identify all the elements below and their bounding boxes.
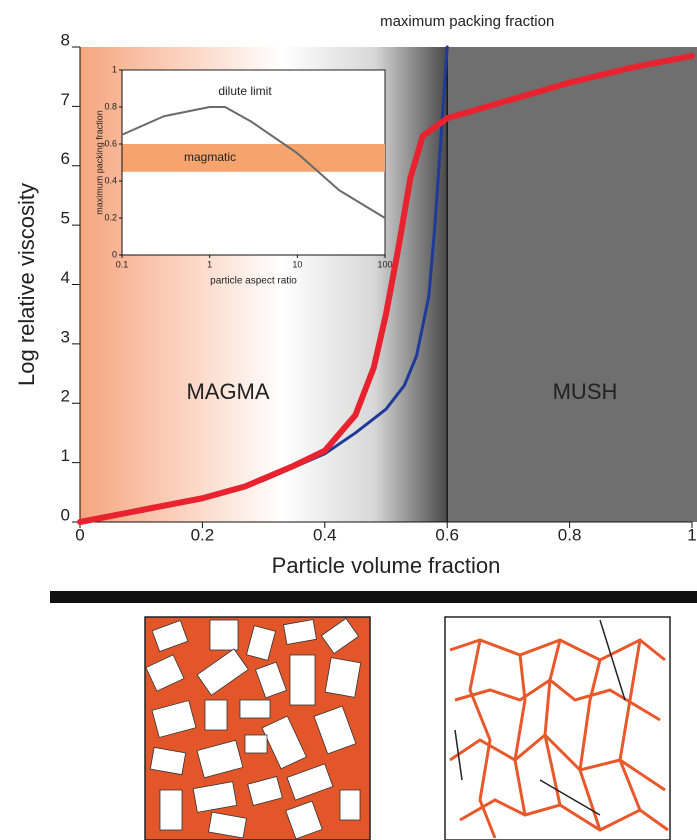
y-tick-label: 0.8: [104, 101, 117, 111]
x-tick-label: 0.4: [313, 525, 337, 544]
x-axis-label: Particle volume fraction: [272, 553, 501, 578]
x-tick-label: 0: [75, 525, 84, 544]
y-tick-label: 0: [61, 505, 70, 524]
y-tick-label: 6: [61, 149, 70, 168]
y-tick-label: 3: [61, 327, 70, 346]
band-label: magmatic: [184, 150, 236, 164]
y-tick-label: 0.2: [104, 212, 117, 222]
divider-bar: [50, 591, 697, 603]
y-tick-label: 2: [61, 387, 70, 406]
magma-sketch: [145, 617, 370, 840]
x-tick-label: 0.1: [116, 259, 129, 269]
y-tick-label: 8: [61, 30, 70, 49]
x-tick-label: 0.8: [558, 525, 582, 544]
y-tick-label: 5: [61, 209, 70, 228]
x-axis-label: particle aspect ratio: [210, 276, 297, 287]
x-tick-label: 100: [377, 259, 392, 269]
annotation: maximum packing fraction: [380, 13, 554, 30]
y-axis-label: maximum packing fraction: [94, 110, 104, 215]
annotation: dilute limit: [218, 84, 272, 98]
x-tick-label: 0.6: [435, 525, 459, 544]
y-axis-label: Log relative viscosity: [14, 183, 39, 386]
x-tick-label: 1: [687, 525, 696, 544]
x-tick-label: 1: [207, 259, 212, 269]
mush-region: [447, 47, 697, 522]
y-tick-label: 1: [112, 64, 117, 74]
y-tick-label: 4: [61, 268, 70, 287]
band: [122, 144, 385, 172]
y-tick-label: 0: [112, 249, 117, 259]
y-tick-label: 0.4: [104, 175, 117, 185]
y-tick-label: 1: [61, 446, 70, 465]
mush-sketch: [445, 617, 670, 840]
y-tick-label: 7: [61, 90, 70, 109]
region-label: MUSH: [553, 379, 618, 404]
x-tick-label: 10: [292, 259, 302, 269]
figure: maximum packing fraction MAGMA MUSH 0 1 2 3 4 5 6…: [0, 0, 697, 840]
x-tick-label: 0.2: [191, 525, 215, 544]
region-label: MAGMA: [186, 379, 269, 404]
y-tick-label: 0.6: [104, 138, 117, 148]
